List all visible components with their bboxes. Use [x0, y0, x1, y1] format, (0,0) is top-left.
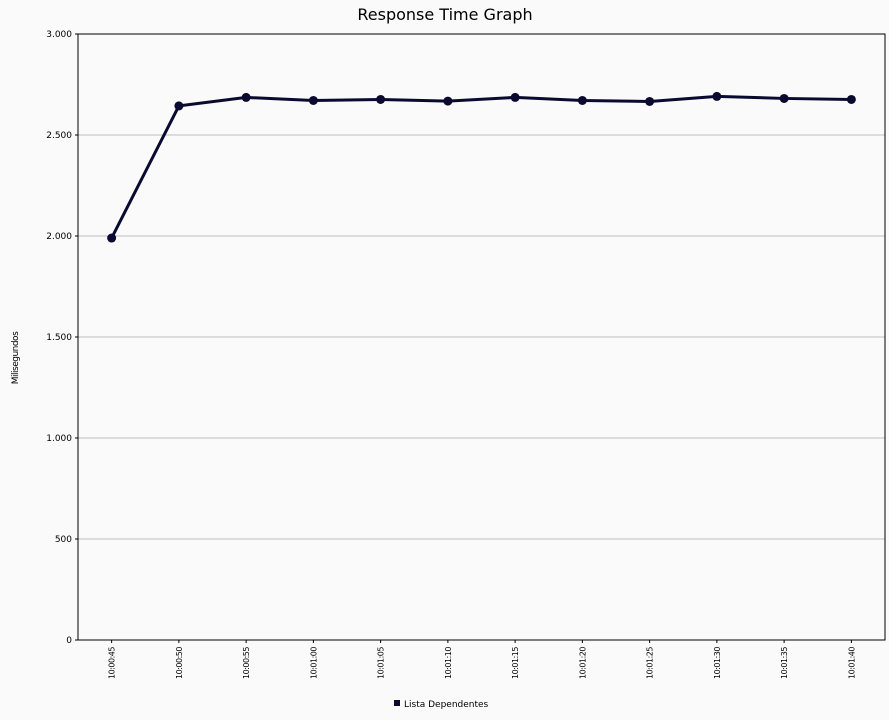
x-tick-label: 10:01:30: [713, 647, 722, 679]
legend-swatch: [394, 700, 400, 706]
y-tick-label: 2.500: [46, 131, 72, 141]
marker: [712, 91, 722, 101]
y-tick-label: 1.500: [46, 333, 72, 343]
x-tick-label: 10:01:05: [377, 647, 386, 679]
x-tick-label: 10:01:10: [444, 647, 453, 679]
chart-title: Response Time Graph: [357, 5, 532, 24]
y-tick-label: 1.000: [46, 434, 72, 444]
marker: [241, 92, 251, 102]
x-tick-label: 10:01:40: [847, 647, 856, 679]
x-tick-label: 10:01:15: [511, 647, 520, 679]
y-tick-label: 2.000: [46, 232, 72, 242]
marker: [107, 233, 117, 243]
y-tick-label: 3.000: [46, 30, 72, 40]
marker: [779, 93, 789, 103]
marker: [174, 101, 184, 111]
x-tick-label: 10:01:25: [646, 647, 655, 679]
y-axis-label: Milisegundos: [11, 331, 21, 384]
marker: [376, 94, 386, 104]
x-tick-label: 10:00:45: [108, 647, 117, 679]
x-tick-label: 10:01:20: [578, 647, 587, 679]
legend-label: Lista Dependentes: [404, 700, 489, 710]
line: [110, 94, 852, 239]
y-tick-label: 500: [55, 535, 72, 545]
x-tick-label: 10:01:35: [780, 647, 789, 679]
marker: [645, 96, 655, 106]
x-tick-label: 10:00:55: [242, 647, 251, 679]
marker: [443, 96, 453, 106]
marker: [510, 92, 520, 102]
plot-border: [77, 33, 886, 641]
x-tick-label: 10:00:50: [175, 647, 184, 679]
marker: [846, 94, 856, 104]
x-tick-label: 10:01:00: [309, 647, 318, 679]
marker: [577, 95, 587, 105]
marker: [308, 95, 318, 105]
y-tick-label: 0: [66, 636, 72, 646]
